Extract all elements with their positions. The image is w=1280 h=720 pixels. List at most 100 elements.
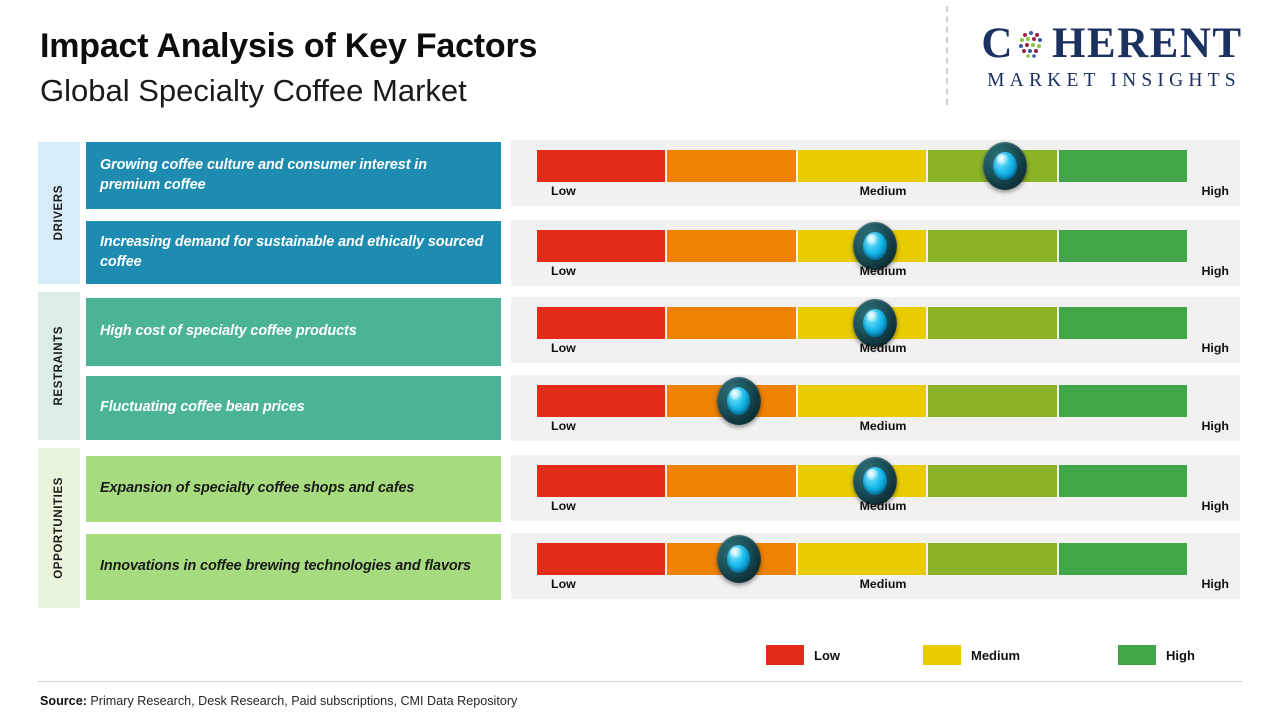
scale-label-low: Low	[551, 419, 576, 433]
impact-gauge-row: Low Medium High	[511, 375, 1240, 441]
factor-box[interactable]: Increasing demand for sustainable and et…	[86, 221, 501, 284]
page-title: Impact Analysis of Key Factors	[40, 27, 538, 65]
gauge-segment-medium-high	[928, 385, 1057, 417]
knob-highlight	[866, 234, 879, 246]
impact-marker-knob[interactable]	[983, 142, 1027, 190]
knob-highlight	[866, 469, 879, 481]
page-subtitle: Global Specialty Coffee Market	[40, 73, 467, 109]
scale-label-medium: Medium	[859, 499, 907, 513]
scale-label-high: High	[1201, 419, 1229, 433]
scale-label-low: Low	[551, 341, 576, 355]
logo-divider	[946, 6, 948, 105]
factor-box[interactable]: Expansion of specialty coffee shops and …	[86, 456, 501, 522]
factor-text: Increasing demand for sustainable and et…	[100, 234, 484, 270]
impact-marker-knob[interactable]	[853, 299, 897, 347]
factor-box[interactable]: High cost of specialty coffee products	[86, 298, 501, 366]
category-label-text: DRIVERS	[53, 185, 65, 241]
logo-wordmark: C	[962, 22, 1262, 65]
factor-text: Innovations in coffee brewing technologi…	[100, 558, 471, 575]
impact-gauge-row: Low Medium High	[511, 533, 1240, 599]
legend-item: Medium	[923, 645, 1020, 665]
gauge-scale-labels: Low Medium High	[537, 184, 1229, 202]
gauge-segment-high	[1058, 465, 1188, 497]
knob-highlight	[996, 154, 1009, 166]
knob-highlight	[730, 389, 742, 401]
scale-label-medium: Medium	[859, 577, 907, 591]
gauge-track[interactable]	[537, 222, 1188, 270]
impact-gauge-row: Low Medium High	[511, 140, 1240, 206]
logo-letters-herent: HERENT	[1051, 20, 1243, 67]
category-label-text: OPPORTUNITIES	[53, 477, 65, 579]
gauge-track[interactable]	[537, 457, 1188, 505]
scale-label-medium: Medium	[859, 341, 907, 355]
gauge-scale-labels: Low Medium High	[537, 419, 1229, 437]
legend-swatch-medium	[923, 645, 961, 665]
gauge-track[interactable]	[537, 142, 1188, 190]
legend-item: High	[1118, 645, 1195, 665]
company-logo: C	[962, 22, 1262, 91]
analysis-body: DRIVERS RESTRAINTS OPPORTUNITIES Growing…	[0, 136, 1280, 616]
gauge-segment-medium-high	[928, 465, 1057, 497]
gauge-segment-low	[537, 543, 666, 575]
legend-swatch-high	[1118, 645, 1156, 665]
impact-marker-knob[interactable]	[716, 377, 761, 425]
impact-marker-knob[interactable]	[853, 222, 897, 270]
scale-label-medium: Medium	[859, 184, 907, 198]
category-label-drivers: DRIVERS	[38, 142, 80, 284]
factor-text: Growing coffee culture and consumer inte…	[100, 157, 427, 193]
scale-label-high: High	[1201, 341, 1229, 355]
knob-highlight	[866, 311, 879, 323]
factor-text: Fluctuating coffee bean prices	[100, 399, 305, 416]
gauge-segment-medium-high	[928, 543, 1057, 575]
impact-marker-knob[interactable]	[853, 457, 897, 505]
gauge-track[interactable]	[537, 299, 1188, 347]
page-header: Impact Analysis of Key Factors Global Sp…	[40, 27, 900, 109]
category-label-text: RESTRAINTS	[53, 326, 65, 406]
factor-box[interactable]: Growing coffee culture and consumer inte…	[86, 142, 501, 209]
footer-divider	[38, 681, 1242, 682]
scale-label-low: Low	[551, 264, 576, 278]
gauge-segment-medium	[797, 385, 927, 417]
gauge-segment-high	[1058, 385, 1188, 417]
legend-label: High	[1166, 647, 1195, 663]
globe-icon	[1015, 26, 1051, 62]
gauge-segment-low-medium	[667, 307, 796, 339]
gauge-scale-labels: Low Medium High	[537, 341, 1229, 359]
gauge-segment-low	[537, 385, 666, 417]
factor-text: High cost of specialty coffee products	[100, 323, 357, 340]
factor-box[interactable]: Fluctuating coffee bean prices	[86, 376, 501, 440]
impact-gauge-row: Low Medium High	[511, 297, 1240, 363]
source-text: Primary Research, Desk Research, Paid su…	[86, 694, 518, 708]
category-label-restraints: RESTRAINTS	[38, 292, 80, 440]
gauge-segment-low	[537, 465, 666, 497]
scale-label-medium: Medium	[859, 264, 907, 278]
scale-label-high: High	[1201, 184, 1229, 198]
logo-tagline: MARKET INSIGHTS	[987, 70, 1241, 91]
gauge-segment-high	[1058, 307, 1188, 339]
gauge-segment-low	[537, 150, 666, 182]
gauge-segment-low-medium	[667, 230, 796, 262]
gauge-scale-labels: Low Medium High	[537, 499, 1229, 517]
impact-gauge-row: Low Medium High	[511, 455, 1240, 521]
gauge-segment-low	[537, 230, 666, 262]
factor-box[interactable]: Innovations in coffee brewing technologi…	[86, 534, 501, 600]
gauge-segment-high	[1058, 150, 1188, 182]
gauge-segment-low-medium	[667, 150, 796, 182]
gauge-scale-labels: Low Medium High	[537, 577, 1229, 595]
source-label: Source:	[40, 694, 87, 708]
gauge-track[interactable]	[537, 535, 1188, 583]
logo-letter-c: C	[981, 20, 1014, 67]
gauge-segment-high	[1058, 230, 1188, 262]
scale-label-high: High	[1201, 264, 1229, 278]
gauge-track[interactable]	[537, 377, 1188, 425]
gauge-segment-medium	[797, 150, 927, 182]
legend-item: Low	[766, 645, 840, 665]
gauge-segment-medium-high	[928, 230, 1057, 262]
factor-text: Expansion of specialty coffee shops and …	[100, 480, 415, 497]
impact-gauge-row: Low Medium High	[511, 220, 1240, 286]
gauge-segment-medium	[797, 543, 927, 575]
gauge-segment-high	[1058, 543, 1188, 575]
knob-highlight	[730, 547, 742, 559]
impact-marker-knob[interactable]	[716, 535, 761, 583]
